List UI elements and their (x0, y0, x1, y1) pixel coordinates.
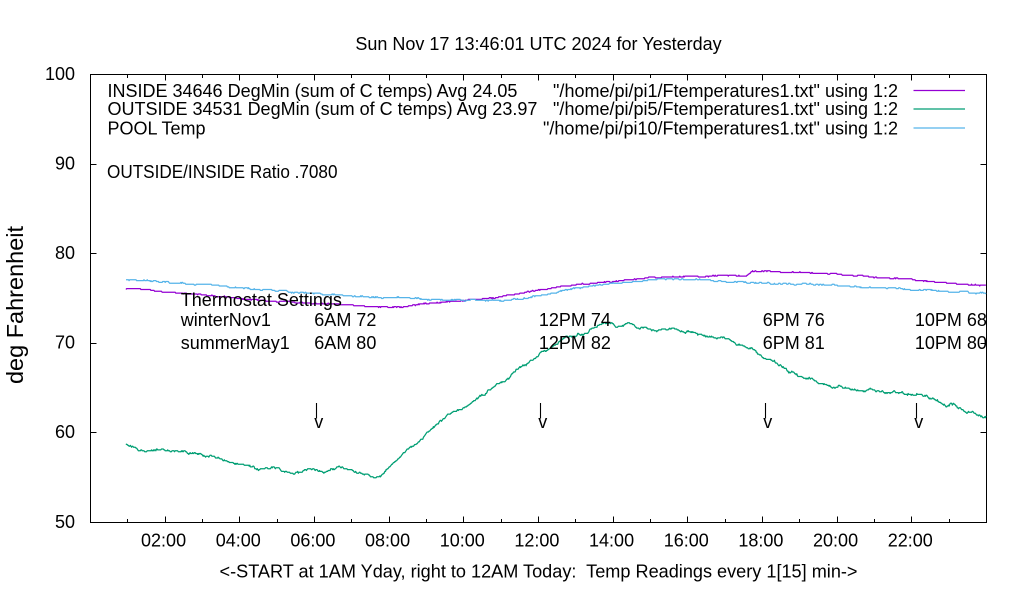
svg-text:12PM 74: 12PM 74 (539, 310, 611, 330)
svg-text:6AM 80: 6AM 80 (314, 333, 376, 353)
svg-text:OUTSIDE/INSIDE Ratio .7080: OUTSIDE/INSIDE Ratio .7080 (107, 162, 338, 182)
svg-text:6PM 76: 6PM 76 (763, 310, 825, 330)
svg-text:winterNov1: winterNov1 (180, 310, 271, 330)
svg-text:v: v (314, 412, 323, 432)
svg-text:"/home/pi/pi10/Ftemperatures1.: "/home/pi/pi10/Ftemperatures1.txt" using… (543, 118, 898, 138)
svg-text:80: 80 (55, 243, 75, 263)
svg-text:INSIDE 34646 DegMin (sum of C: INSIDE 34646 DegMin (sum of C temps) Avg… (108, 81, 518, 101)
svg-text:6PM 81: 6PM 81 (763, 333, 825, 353)
svg-text:10PM 68: 10PM 68 (915, 310, 987, 330)
svg-text:<-START at 1AM Yday, right to: <-START at 1AM Yday, right to 12AM Today… (220, 561, 858, 581)
svg-text:"/home/pi/pi5/Ftemperatures1.t: "/home/pi/pi5/Ftemperatures1.txt" using … (553, 99, 898, 119)
svg-text:POOL Temp: POOL Temp (108, 118, 206, 138)
svg-text:10:00: 10:00 (440, 530, 485, 550)
svg-text:50: 50 (55, 512, 75, 532)
svg-text:Sun Nov 17 13:46:01 UTC 2024 f: Sun Nov 17 13:46:01 UTC 2024 for Yesterd… (355, 34, 721, 54)
svg-text:22:00: 22:00 (888, 530, 933, 550)
svg-text:OUTSIDE 34531 DegMin (sum of C: OUTSIDE 34531 DegMin (sum of C temps) Av… (108, 99, 538, 119)
svg-text:06:00: 06:00 (290, 530, 335, 550)
svg-text:"/home/pi/pi1/Ftemperatures1.t: "/home/pi/pi1/Ftemperatures1.txt" using … (553, 81, 898, 101)
svg-text:02:00: 02:00 (141, 530, 186, 550)
svg-text:10PM 80: 10PM 80 (915, 333, 987, 353)
svg-text:90: 90 (55, 153, 75, 173)
svg-text:18:00: 18:00 (738, 530, 783, 550)
svg-text:summerMay1: summerMay1 (181, 333, 290, 353)
svg-text:08:00: 08:00 (365, 530, 410, 550)
svg-text:70: 70 (55, 333, 75, 353)
svg-text:v: v (763, 412, 772, 432)
svg-text:20:00: 20:00 (813, 530, 858, 550)
svg-text:Thermostat Settings: Thermostat Settings (181, 290, 342, 310)
svg-text:6AM 72: 6AM 72 (314, 310, 376, 330)
svg-text:v: v (914, 412, 923, 432)
svg-text:14:00: 14:00 (589, 530, 634, 550)
svg-text:100: 100 (45, 64, 75, 84)
svg-text:12PM 82: 12PM 82 (539, 333, 611, 353)
svg-text:16:00: 16:00 (664, 530, 709, 550)
svg-text:deg Fahrenheit: deg Fahrenheit (2, 225, 28, 384)
svg-text:60: 60 (55, 422, 75, 442)
svg-text:12:00: 12:00 (514, 530, 559, 550)
svg-text:v: v (538, 412, 547, 432)
svg-text:04:00: 04:00 (216, 530, 261, 550)
